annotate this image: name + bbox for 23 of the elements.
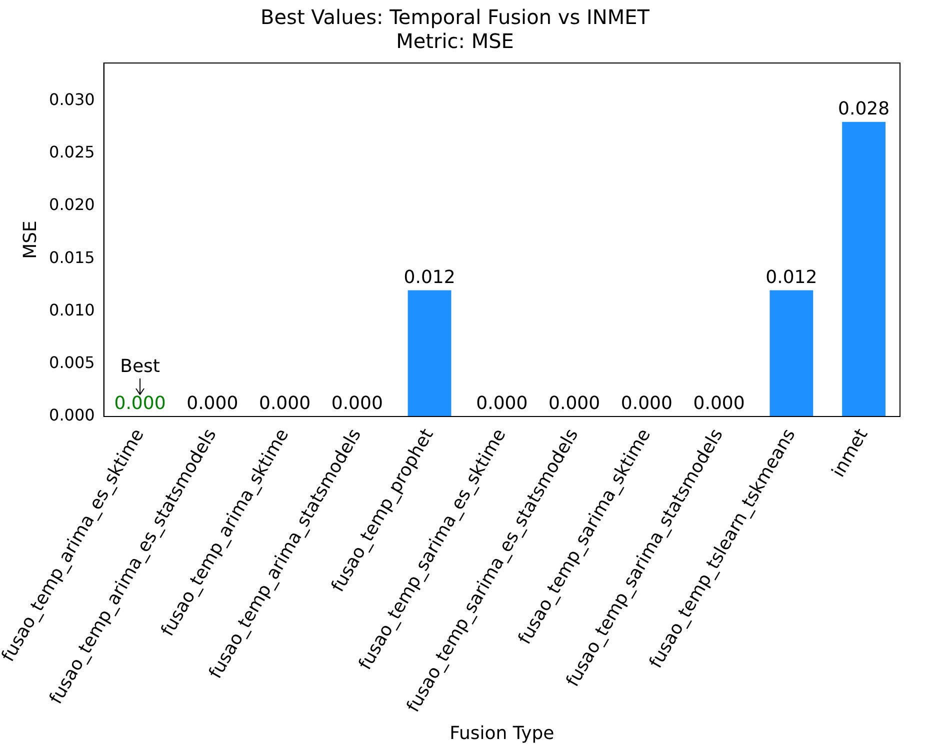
y-tick-label: 0.030	[49, 90, 95, 110]
y-axis-title: MSE	[20, 220, 41, 259]
data-label: 0.000	[331, 393, 383, 414]
data-label: 0.000	[548, 393, 600, 414]
y-tick-label: 0.025	[49, 142, 95, 162]
data-label: 0.028	[838, 98, 890, 120]
data-label: 0.000	[476, 393, 528, 414]
chart-subtitle: Metric: MSE	[396, 29, 514, 54]
data-label: 0.012	[766, 266, 818, 288]
y-tick-label: 0.020	[49, 195, 95, 214]
data-label: 0.000	[114, 393, 166, 414]
annotation: Best	[120, 356, 160, 378]
data-label: 0.000	[259, 393, 311, 414]
data-label: 0.000	[186, 393, 238, 414]
y-tick-label: 0.010	[49, 300, 95, 320]
y-tick-label: 0.015	[49, 248, 95, 267]
data-label: 0.012	[404, 266, 456, 288]
y-tick-label: 0.005	[49, 353, 95, 372]
data-label: 0.000	[693, 393, 745, 414]
chart-title: Best Values: Temporal Fusion vs INMET	[260, 5, 650, 30]
y-tick-label: 0.000	[49, 406, 95, 425]
data-label: 0.000	[620, 393, 672, 414]
x-axis-title: Fusion Type	[450, 722, 554, 744]
